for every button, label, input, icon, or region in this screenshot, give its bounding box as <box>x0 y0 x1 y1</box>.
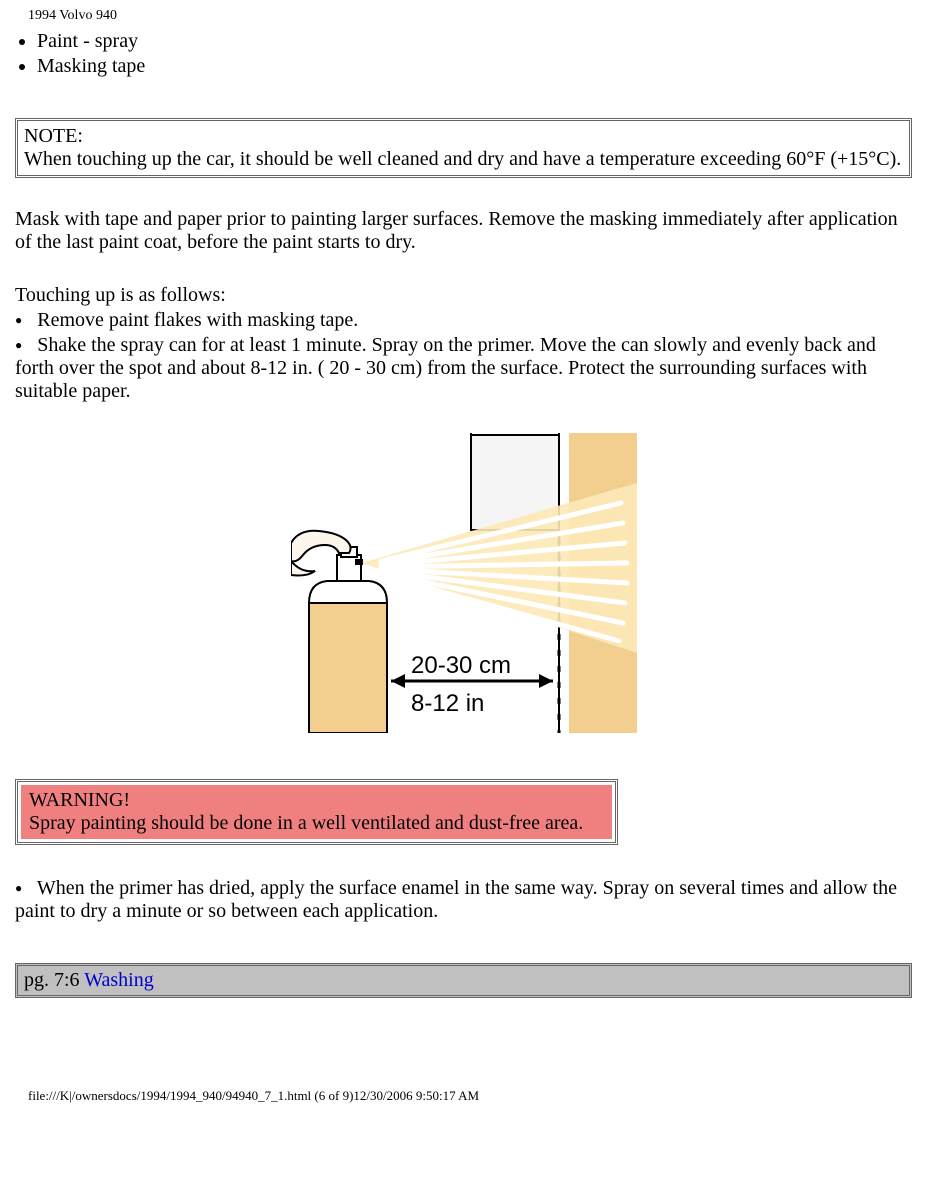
warning-label: WARNING! <box>29 789 130 811</box>
paragraph-masking: Mask with tape and paper prior to painti… <box>15 208 912 254</box>
list-item: Masking tape <box>37 55 912 78</box>
touchup-intro: Touching up is as follows: <box>15 284 912 307</box>
note-box: NOTE: When touching up the car, it shoul… <box>15 118 912 178</box>
touchup-bullet-2: Shake the spray can for at least 1 minut… <box>15 334 912 403</box>
touchup-bullet-1: Remove paint flakes with masking tape. <box>15 309 912 332</box>
diagram-label-in: 8-12 in <box>411 690 484 717</box>
diagram-label-cm: 20-30 cm <box>411 652 511 679</box>
warning-text: Spray painting should be done in a well … <box>29 812 583 834</box>
materials-list: Paint - spray Masking tape <box>15 30 912 78</box>
bullet-text: Shake the spray can for at least 1 minut… <box>15 334 876 402</box>
footer-file-path: file:///K|/ownersdocs/1994/1994_940/9494… <box>28 1088 927 1104</box>
page-ref: pg. 7:6 <box>24 969 80 991</box>
bullet-text: When the primer has dried, apply the sur… <box>15 877 897 922</box>
page-header-title: 1994 Volvo 940 <box>28 8 927 24</box>
note-label: NOTE: <box>24 125 83 147</box>
list-item: Paint - spray <box>37 30 912 53</box>
section-heading-box: pg. 7:6 Washing <box>15 963 912 998</box>
washing-link[interactable]: Washing <box>84 969 154 991</box>
warning-box: WARNING! Spray painting should be done i… <box>15 779 618 845</box>
note-text: When touching up the car, it should be w… <box>24 148 901 170</box>
bullet-text: Remove paint flakes with masking tape. <box>37 309 358 331</box>
after-bullet: When the primer has dried, apply the sur… <box>15 877 912 923</box>
spray-diagram: 20-30 cm 8-12 in <box>15 433 912 739</box>
